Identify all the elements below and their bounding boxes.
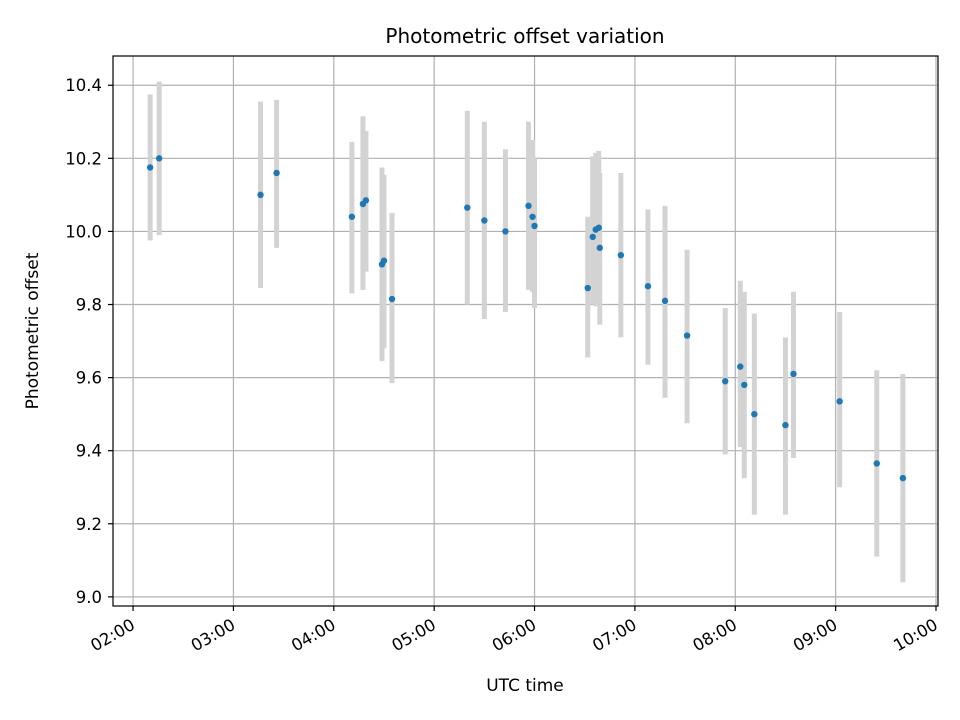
y-tick-label: 9.0 [76,588,102,607]
data-point [661,297,669,305]
x-axis-label: UTC time [486,676,564,696]
data-point [584,284,591,292]
y-axis-ticks: 9.0 9.2 9.4 9.6 9.8 10.0 10.2 10.4 [65,76,113,607]
data-point [146,164,154,171]
data-point [155,155,163,162]
y-tick-label: 9.4 [76,442,102,461]
data-point [873,460,880,467]
data-point [589,233,596,241]
data-point [380,257,388,264]
data-point [362,197,370,204]
grid-lines [113,56,938,606]
data-point [502,228,509,235]
data-point [464,204,471,211]
data-point [595,224,602,231]
data-point [836,398,843,405]
y-tick-label: 9.2 [76,515,102,534]
chart-title: Photometric offset variation [385,24,664,48]
data-point [617,251,625,259]
data-point [273,169,280,177]
y-tick-label: 9.8 [76,296,102,315]
data-point [722,378,729,385]
data-point [525,202,532,210]
data-point [644,283,652,290]
data-point [790,370,797,378]
y-tick-label: 10.0 [65,222,102,241]
data-point [531,222,538,230]
data-point [388,295,396,303]
plot-frame [112,55,939,607]
data-point [529,213,536,220]
y-tick-label: 10.2 [65,149,102,168]
data-point [741,381,748,389]
data-point [348,213,356,220]
y-tick-label: 9.6 [76,369,102,388]
data-point [683,332,691,339]
data-point [596,244,603,252]
y-tick-label: 10.4 [65,76,102,95]
data-point [751,410,758,418]
data-point [782,421,789,429]
data-point [737,363,744,370]
y-axis-label: Photometric offset [23,252,43,409]
data-point [257,191,264,199]
data-point [481,217,488,224]
data-point [899,474,907,482]
data-points [146,155,907,482]
